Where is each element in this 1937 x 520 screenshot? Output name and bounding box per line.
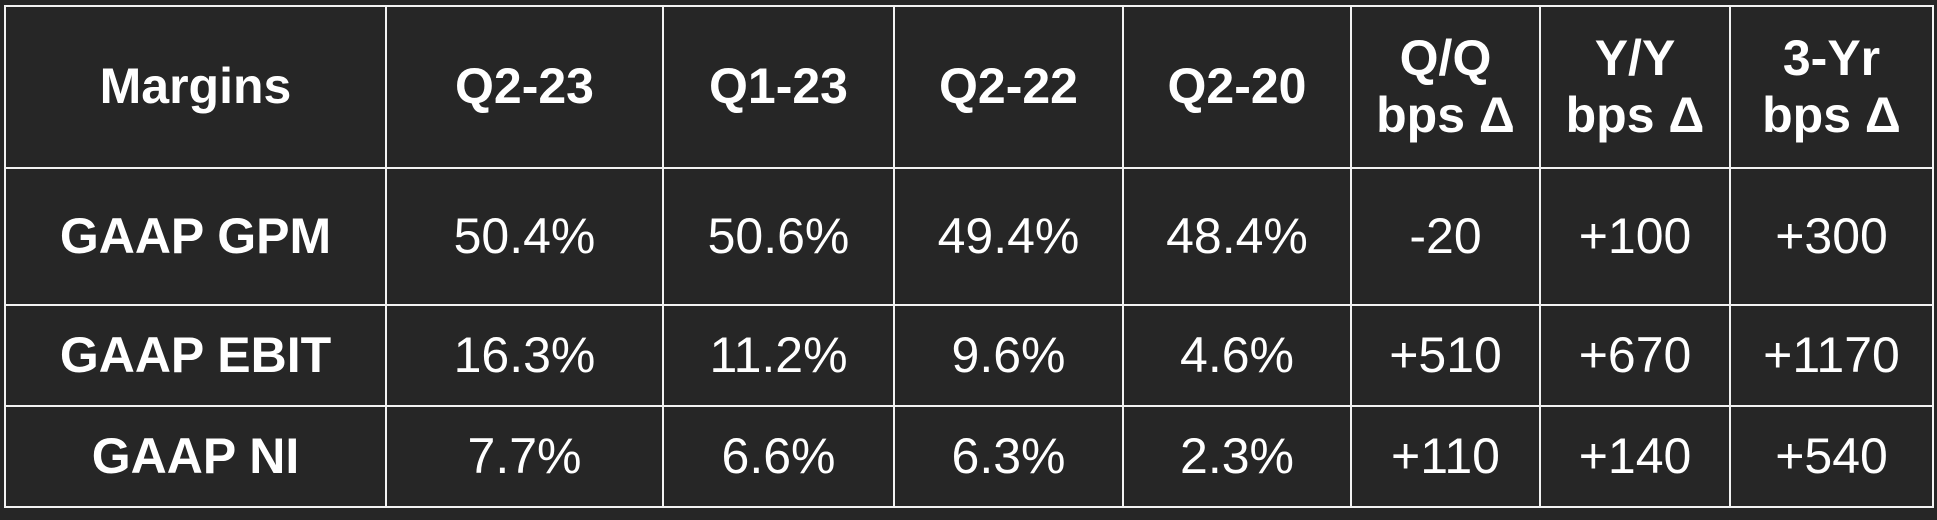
table-cell: +540 — [1729, 405, 1934, 508]
header-cell: Q2-20 — [1122, 5, 1352, 169]
table-cell: +300 — [1729, 167, 1934, 306]
table-cell: 6.3% — [893, 405, 1124, 508]
table-cell: +100 — [1539, 167, 1731, 306]
row-label: GAAP GPM — [4, 167, 387, 306]
row-label: GAAP NI — [4, 405, 387, 508]
table-cell: 9.6% — [893, 304, 1124, 407]
table-row: GAAP EBIT 16.3% 11.2% 9.6% 4.6% +510 +670 +1170 — [4, 304, 1934, 407]
header-cell: 3-Yr bps Δ — [1729, 5, 1934, 169]
header-cell: Q/Q bps Δ — [1350, 5, 1541, 169]
header-cell: Q2-23 — [385, 5, 664, 169]
table-cell: 48.4% — [1122, 167, 1352, 306]
margins-table: Margins Q2-23 Q1-23 Q2-22 Q2-20 Q/Q bps Δ Y/Y … — [4, 5, 1934, 508]
table-cell: 16.3% — [385, 304, 664, 407]
table-cell: 7.7% — [385, 405, 664, 508]
table-cell: 49.4% — [893, 167, 1124, 306]
table-body: GAAP GPM 50.4% 50.6% 49.4% 48.4% -20 +100 +300 G… — [4, 167, 1934, 508]
row-label: GAAP EBIT — [4, 304, 387, 407]
table-cell: -20 — [1350, 167, 1541, 306]
table-cell: 11.2% — [662, 304, 895, 407]
table-cell: 2.3% — [1122, 405, 1352, 508]
header-cell: Q2-22 — [893, 5, 1124, 169]
header-cell: Margins — [4, 5, 387, 169]
table-cell: +110 — [1350, 405, 1541, 508]
header-cell: Q1-23 — [662, 5, 895, 169]
table-cell: +140 — [1539, 405, 1731, 508]
table-cell: +1170 — [1729, 304, 1934, 407]
table-cell: 4.6% — [1122, 304, 1352, 407]
table-row: GAAP NI 7.7% 6.6% 6.3% 2.3% +110 +140 +540 — [4, 405, 1934, 508]
table-row: GAAP GPM 50.4% 50.6% 49.4% 48.4% -20 +100 +300 — [4, 167, 1934, 306]
table-cell: 50.4% — [385, 167, 664, 306]
table-cell: 6.6% — [662, 405, 895, 508]
header-row: Margins Q2-23 Q1-23 Q2-22 Q2-20 Q/Q bps Δ Y/Y … — [4, 5, 1934, 169]
table-cell: 50.6% — [662, 167, 895, 306]
table-cell: +510 — [1350, 304, 1541, 407]
table-cell: +670 — [1539, 304, 1731, 407]
header-cell: Y/Y bps Δ — [1539, 5, 1731, 169]
